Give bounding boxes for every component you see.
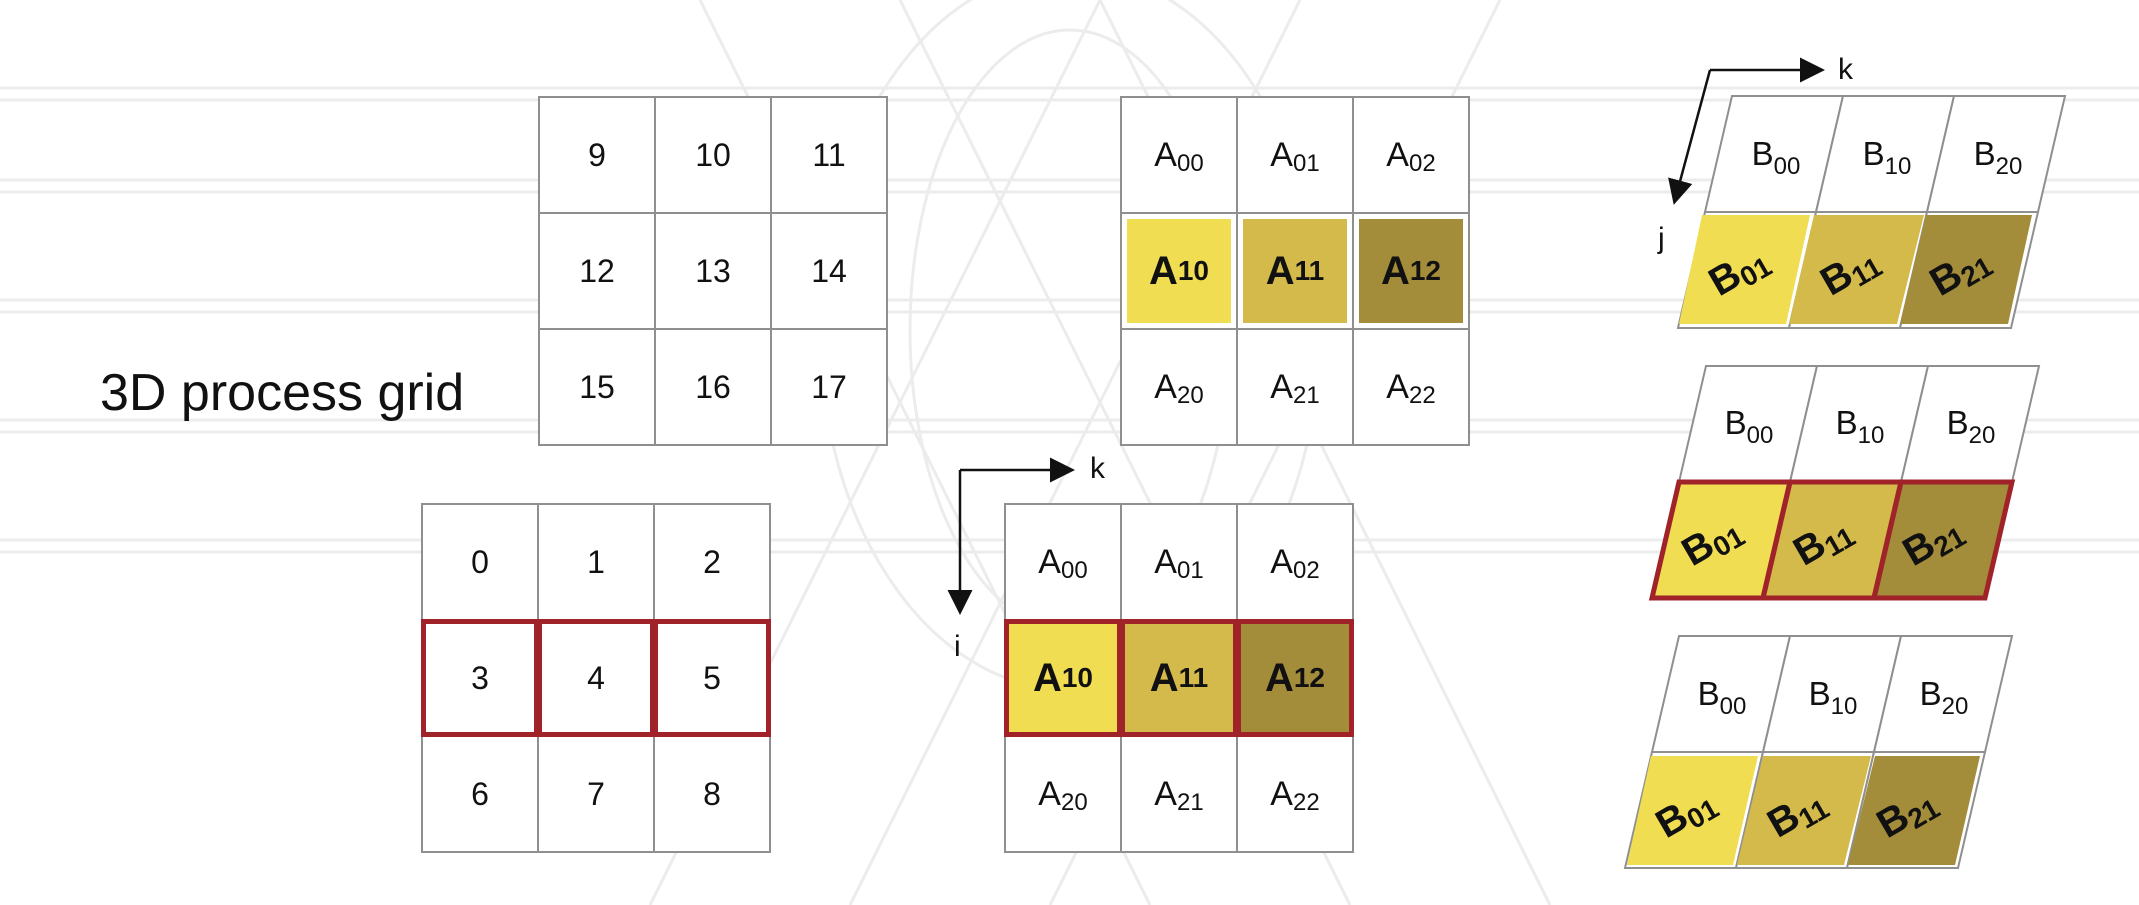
process-cell: 14 <box>770 212 888 330</box>
b-axis-arrows <box>1668 57 1825 205</box>
highlight-row <box>1870 479 2016 601</box>
b-cell-fill <box>1627 756 1758 865</box>
b-cell: B10 <box>1809 675 1858 720</box>
a-cell: A 01 <box>1236 96 1354 214</box>
b-cell: B20 <box>1974 135 2023 180</box>
process-cell: 16 <box>654 328 772 446</box>
axis-label-k: k <box>1838 53 1853 86</box>
b-cell-fill <box>1848 756 1980 865</box>
a-cell: A 12 <box>1241 624 1349 732</box>
b-cell: B20 <box>1920 675 1969 720</box>
b-cell: B10 <box>1836 404 1885 449</box>
page-title: 3D process grid <box>100 364 465 422</box>
b-cell-fill <box>1789 215 1924 324</box>
a-axis-arrows <box>947 457 1075 615</box>
a-cell: A 20 <box>1004 735 1122 853</box>
a-cell: A 10 <box>1009 624 1117 732</box>
axis-label-i: i <box>954 630 961 663</box>
a-cell: A 12 <box>1359 219 1463 323</box>
a-cell: A 11 <box>1243 219 1347 323</box>
b-cell: B00 <box>1752 135 1801 180</box>
process-cell: 6 <box>421 735 539 853</box>
a-cell: A 22 <box>1352 328 1470 446</box>
process-cell: 13 <box>654 212 772 330</box>
process-cell: 2 <box>653 503 771 621</box>
b-cell-fill <box>1900 215 2032 324</box>
b-cell-fill <box>1652 482 1790 598</box>
axis-label-k: k <box>1090 452 1105 485</box>
process-cell: 8 <box>653 735 771 853</box>
a-cell: A 20 <box>1120 328 1238 446</box>
process-cell: 9 <box>538 96 656 214</box>
process-cell: 10 <box>654 96 772 214</box>
b-matrix-top: B00 B10 B20 B01 B11 B21 <box>1676 95 2067 329</box>
b-cell: B00 <box>1698 675 1747 720</box>
b-cell-fill <box>1679 215 1810 324</box>
b-matrix-bottom: B00 B10 B20 B01 B11 B21 <box>1623 635 2014 869</box>
process-cell: 11 <box>770 96 888 214</box>
axis-label-j: j <box>1658 222 1665 255</box>
b-cell-fill <box>1874 482 2012 598</box>
process-cell: 15 <box>538 328 656 446</box>
b-cell: B10 <box>1863 135 1912 180</box>
b-cell: B00 <box>1725 404 1774 449</box>
b-matrix-middle: B00 B10 B20 B01 B11 B21 <box>1648 365 2041 601</box>
a-cell: A 00 <box>1004 503 1122 621</box>
b-cell-fill <box>1737 756 1871 865</box>
a-cell: A 10 <box>1127 219 1231 323</box>
a-cell: A 11 <box>1125 624 1233 732</box>
j-axis-arrow <box>1668 69 1712 205</box>
b-cell: B20 <box>1947 404 1996 449</box>
process-cell: 17 <box>770 328 888 446</box>
b-cell-fill <box>1763 482 1901 598</box>
a-cell: A 02 <box>1352 96 1470 214</box>
